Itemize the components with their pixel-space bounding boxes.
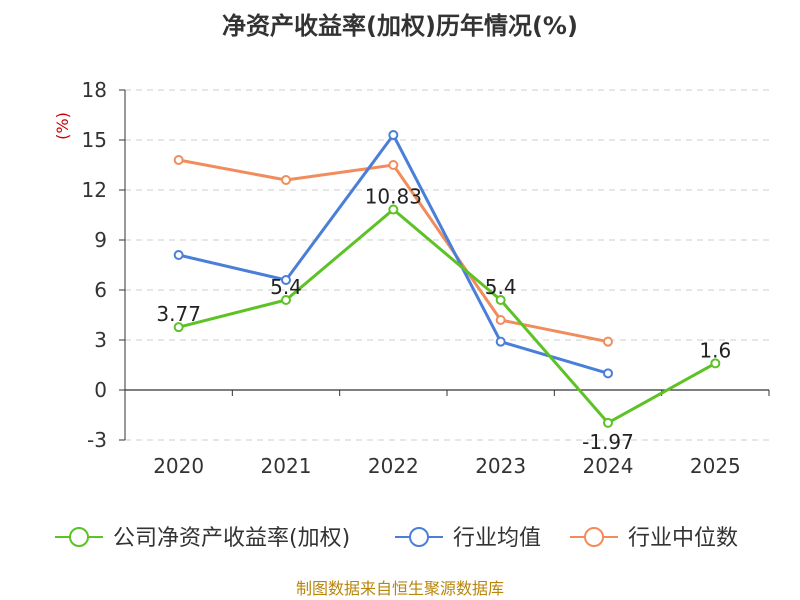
legend-item-2[interactable]: 行业中位数 — [570, 526, 738, 551]
axes — [124, 90, 770, 440]
legend-marker — [409, 527, 429, 547]
data-point — [281, 175, 291, 185]
legend-label: 行业中位数 — [628, 526, 738, 551]
legend-item-1[interactable]: 行业均值 — [395, 526, 541, 551]
data-label: 5.4 — [485, 275, 517, 299]
y-tick-label: 18 — [82, 78, 107, 102]
source-note: 制图数据来自恒生聚源数据库 — [296, 579, 504, 598]
legend-label: 行业均值 — [453, 526, 541, 551]
data-point — [495, 336, 506, 347]
data-label: 3.77 — [156, 302, 201, 326]
y-axis-unit: (%) — [53, 112, 72, 140]
data-point — [603, 417, 613, 428]
data-point — [603, 336, 613, 347]
legend-label: 公司净资产收益率(加权) — [113, 526, 350, 551]
data-point — [495, 295, 506, 305]
x-tick-label: 2021 — [261, 454, 312, 478]
data-point — [281, 275, 291, 285]
data-point — [710, 358, 721, 369]
y-tick-label: 15 — [82, 128, 107, 152]
data-label: -1.97 — [582, 430, 634, 454]
data-point — [173, 155, 184, 165]
data-labels: 3.77 5.4 10.83 5.4 -1.97 1.6 — [156, 185, 731, 454]
data-point — [388, 204, 399, 215]
y-tick-label: 6 — [94, 278, 107, 302]
data-point — [173, 250, 184, 260]
data-point — [603, 368, 613, 379]
y-tick-labels: -3 0 3 6 9 12 15 18 — [82, 78, 125, 452]
legend-marker — [69, 527, 89, 547]
chart-title: 净资产收益率(加权)历年情况(%) — [222, 12, 578, 40]
y-tick-label: 9 — [94, 228, 107, 252]
data-label: 10.83 — [365, 185, 422, 209]
series-lines — [173, 130, 721, 428]
legend-item-0[interactable]: 公司净资产收益率(加权) — [55, 526, 350, 551]
data-point — [281, 295, 291, 305]
x-tick-label: 2023 — [475, 454, 526, 478]
x-tick-label: 2022 — [368, 454, 419, 478]
y-tick-label: 3 — [94, 328, 107, 352]
data-point — [495, 315, 506, 325]
x-tick-label: 2020 — [153, 454, 204, 478]
y-tick-label: -3 — [87, 428, 107, 452]
data-point — [388, 160, 399, 170]
legend[interactable]: 公司净资产收益率(加权) 行业均值 行业中位数 — [55, 526, 738, 551]
y-tick-label: 0 — [94, 378, 107, 402]
series-line-0 — [178, 208, 717, 425]
x-tick-label: 2024 — [583, 454, 634, 478]
data-label: 5.4 — [270, 275, 302, 299]
data-label: 1.6 — [699, 338, 731, 362]
x-tick-labels: 2020 2021 2022 2023 2024 2025 — [153, 454, 741, 478]
legend-marker — [584, 527, 604, 547]
x-tick-label: 2025 — [690, 454, 741, 478]
data-point — [388, 130, 399, 140]
data-point — [173, 322, 184, 333]
y-tick-label: 12 — [82, 178, 107, 202]
